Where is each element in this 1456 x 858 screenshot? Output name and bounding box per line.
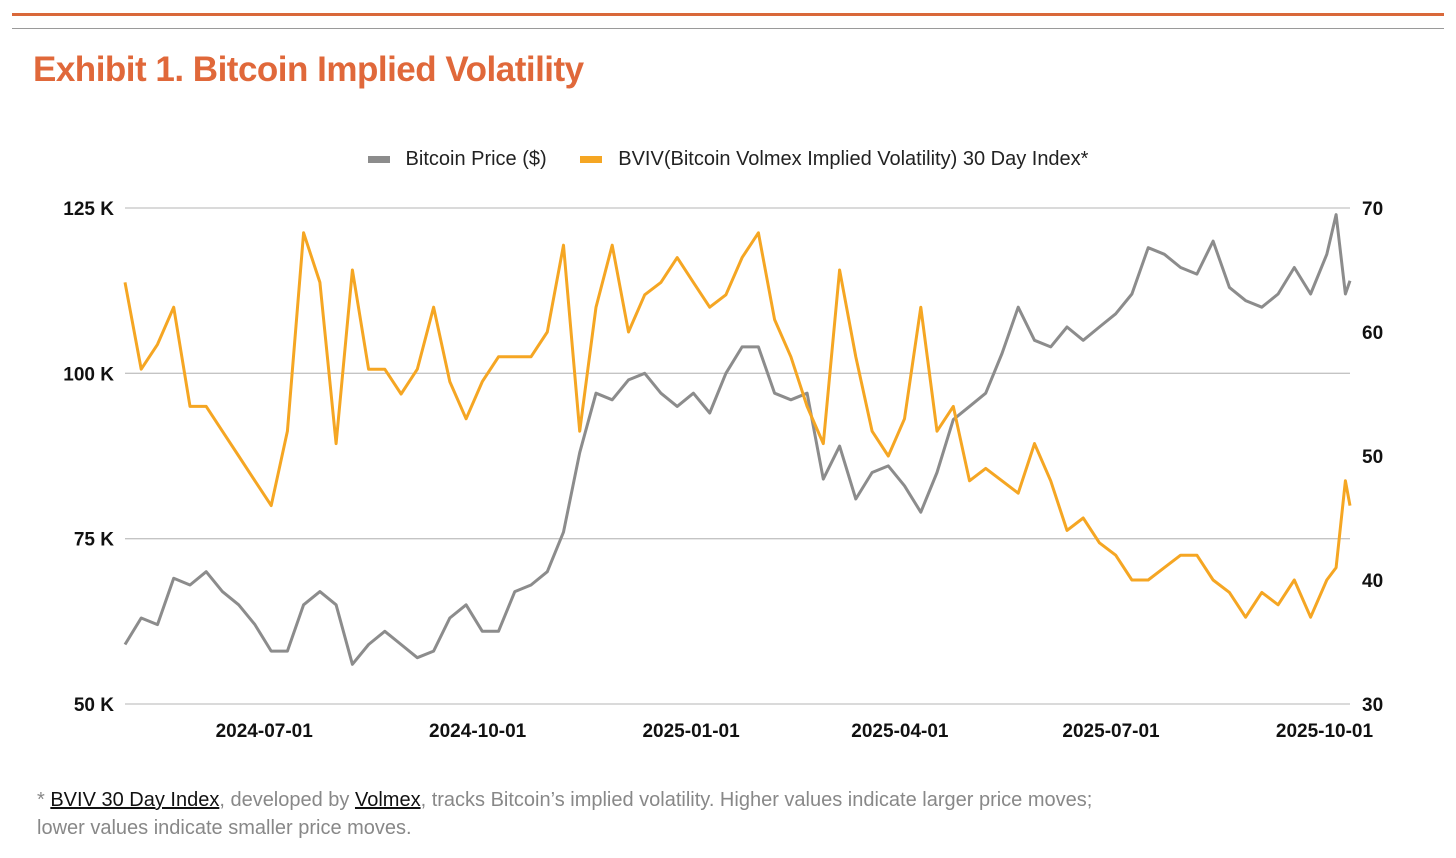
legend-swatch-bviv (580, 156, 603, 163)
legend-label-bviv: BVIV(Bitcoin Volmex Implied Volatility) … (618, 148, 1089, 170)
top-divider (12, 28, 1444, 29)
footnote-mid: , developed by (219, 789, 355, 811)
legend-item-bviv: BVIV(Bitcoin Volmex Implied Volatility) … (580, 148, 1088, 171)
chart-title: Exhibit 1. Bitcoin Implied Volatility (33, 50, 584, 89)
y-left-tick-label: 75 K (74, 530, 114, 551)
legend-item-bitcoin-price: Bitcoin Price ($) (367, 148, 547, 171)
y-right-tick-label: 70 (1362, 199, 1383, 220)
y-right-tick-label: 40 (1362, 571, 1383, 592)
top-accent-rule (12, 13, 1444, 16)
footnote-line2: lower values indicate smaller price move… (37, 817, 412, 839)
bviv-line (123, 231, 1352, 619)
x-tick-label: 2024-10-01 (429, 721, 527, 742)
y-right-tick-label: 30 (1362, 695, 1383, 716)
footnote: * BVIV 30 Day Index, developed by Volmex… (37, 786, 1437, 842)
bitcoin-price-line (123, 213, 1352, 666)
y-left-tick-label: 100 K (63, 364, 114, 385)
x-tick-label: 2025-10-01 (1276, 721, 1374, 742)
legend-label-price: Bitcoin Price ($) (405, 148, 547, 170)
x-tick-label: 2025-07-01 (1062, 721, 1160, 742)
footnote-prefix: * (37, 789, 51, 811)
y-left-tick-label: 125 K (63, 199, 114, 220)
legend: Bitcoin Price ($) BVIV(Bitcoin Volmex Im… (0, 146, 1456, 171)
y-right-tick-label: 50 (1362, 447, 1383, 468)
x-tick-label: 2025-01-01 (642, 721, 740, 742)
volmex-link[interactable]: Volmex (354, 789, 421, 811)
footnote-suffix: , tracks Bitcoin’s implied volatility. H… (420, 789, 1093, 811)
y-right-tick-label: 60 (1362, 323, 1383, 344)
y-left-tick-label: 50 K (74, 695, 114, 716)
bviv-index-link[interactable]: BVIV 30 Day Index (50, 789, 220, 811)
legend-swatch-price (367, 156, 390, 163)
x-tick-label: 2025-04-01 (851, 721, 949, 742)
x-tick-label: 2024-07-01 (216, 721, 314, 742)
